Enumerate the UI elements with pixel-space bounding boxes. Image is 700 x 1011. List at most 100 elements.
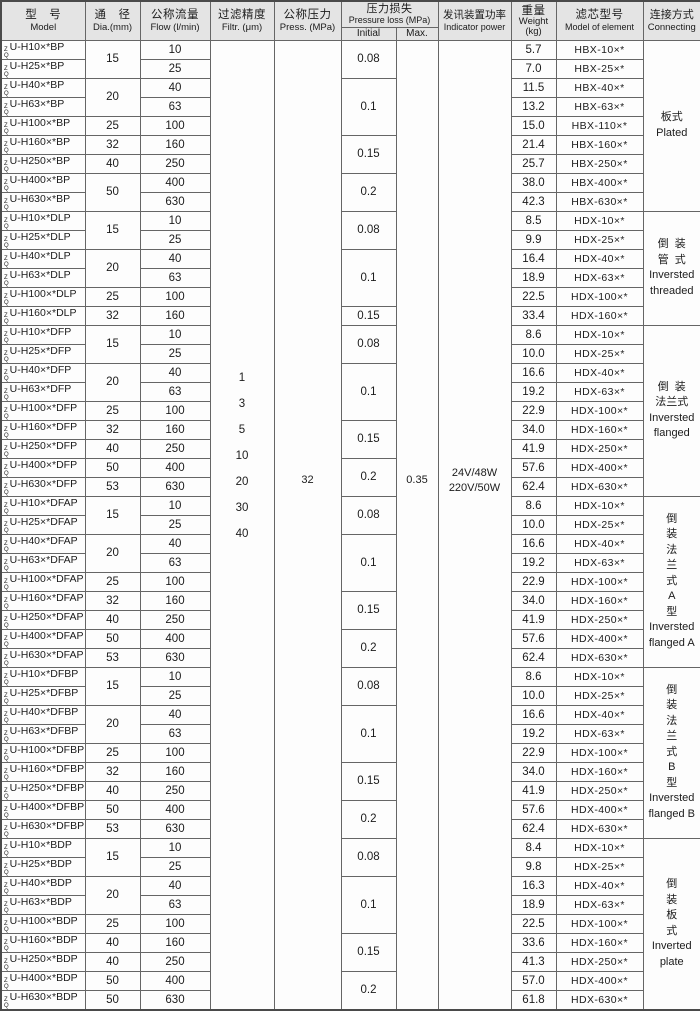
filtration-cell-line: 40 xyxy=(211,521,274,547)
weight-cell: 16.6 xyxy=(511,534,556,553)
weight-cell: 10.0 xyxy=(511,686,556,705)
dia-cell: 40 xyxy=(85,439,140,458)
weight-cell: 21.4 xyxy=(511,135,556,154)
dia-cell: 50 xyxy=(85,990,140,1010)
connecting-cell-line: 型 xyxy=(644,605,700,621)
connecting-cell-line: flanged A xyxy=(644,636,700,652)
flow-cell: 250 xyxy=(140,610,210,629)
filtration-cell-line: 10 xyxy=(211,443,274,469)
connecting-cell-line: 型 xyxy=(644,776,700,792)
model-text: U-H25×*BDP xyxy=(10,858,72,870)
element-cell: HDX-63×* xyxy=(556,895,643,914)
weight-cell: 22.9 xyxy=(511,743,556,762)
flow-cell: 40 xyxy=(140,249,210,268)
model-text: U-H160×*DFAP xyxy=(10,592,84,604)
initial-loss-cell: 0.1 xyxy=(341,705,396,762)
model-text: U-H250×*DFAP xyxy=(10,611,84,623)
element-cell: HDX-40×* xyxy=(556,705,643,724)
filtration-cell-line: 3 xyxy=(211,391,274,417)
model-text: U-H100×*DLP xyxy=(10,288,77,300)
col-header-loss-initial: Initial xyxy=(341,27,396,40)
dia-cell: 50 xyxy=(85,629,140,648)
flow-cell: 250 xyxy=(140,952,210,971)
model-text: U-H25×*DFAP xyxy=(10,516,78,528)
dia-cell: 40 xyxy=(85,154,140,173)
element-cell: HDX-10×* xyxy=(556,667,643,686)
filtration-cell-line: 1 xyxy=(211,365,274,391)
model-text: U-H630×*BP xyxy=(10,193,70,205)
initial-loss-cell: 0.15 xyxy=(341,306,396,325)
connecting-cell-line: 法 xyxy=(644,543,700,559)
element-cell: HDX-400×* xyxy=(556,800,643,819)
connecting-cell-line: 板式 xyxy=(644,110,700,126)
connecting-cell-line: 式 xyxy=(644,745,700,761)
connecting-cell-line: 倒 xyxy=(644,683,700,699)
col-header-weight: 重量 Weight (kg) xyxy=(511,1,556,40)
model-text: U-H400×*BP xyxy=(10,174,70,186)
weight-cell: 13.2 xyxy=(511,97,556,116)
element-cell: HBX-250×* xyxy=(556,154,643,173)
flow-cell: 10 xyxy=(140,211,210,230)
dia-cell: 25 xyxy=(85,401,140,420)
dia-cell: 40 xyxy=(85,781,140,800)
model-text: U-H630×*DFAP xyxy=(10,649,84,661)
dia-cell: 20 xyxy=(85,876,140,914)
connecting-cell-line: threaded xyxy=(644,284,700,300)
connecting-cell-line: Inversted xyxy=(644,268,700,284)
connecting-cell-line: 式 xyxy=(644,924,700,940)
model-text: U-H40×*DLP xyxy=(10,250,71,262)
dia-cell: 25 xyxy=(85,116,140,135)
col-header-filtration: 过滤精度 Filtr. (μm) xyxy=(210,1,274,40)
flow-cell: 250 xyxy=(140,154,210,173)
weight-cell: 16.6 xyxy=(511,705,556,724)
element-cell: HDX-63×* xyxy=(556,553,643,572)
connecting-cell-line: 法兰式 xyxy=(644,395,700,411)
flow-cell: 400 xyxy=(140,971,210,990)
element-cell: HDX-160×* xyxy=(556,306,643,325)
weight-cell: 10.0 xyxy=(511,515,556,534)
connecting-cell-line: 装 xyxy=(644,527,700,543)
weight-cell: 34.0 xyxy=(511,420,556,439)
weight-cell: 8.4 xyxy=(511,838,556,857)
weight-cell: 8.6 xyxy=(511,667,556,686)
connecting-cell-line: plate xyxy=(644,955,700,971)
model-text: U-H100×*DFP xyxy=(10,402,77,414)
model-text: U-H100×*DFAP xyxy=(10,573,84,585)
initial-loss-cell: 0.2 xyxy=(341,173,396,211)
initial-loss-cell: 0.2 xyxy=(341,971,396,1010)
model-text: U-H400×*DFAP xyxy=(10,630,84,642)
nominal-pressure-cell-line: 32 xyxy=(275,473,341,488)
weight-cell: 9.9 xyxy=(511,230,556,249)
initial-loss-cell: 0.08 xyxy=(341,325,396,363)
dia-cell: 20 xyxy=(85,363,140,401)
